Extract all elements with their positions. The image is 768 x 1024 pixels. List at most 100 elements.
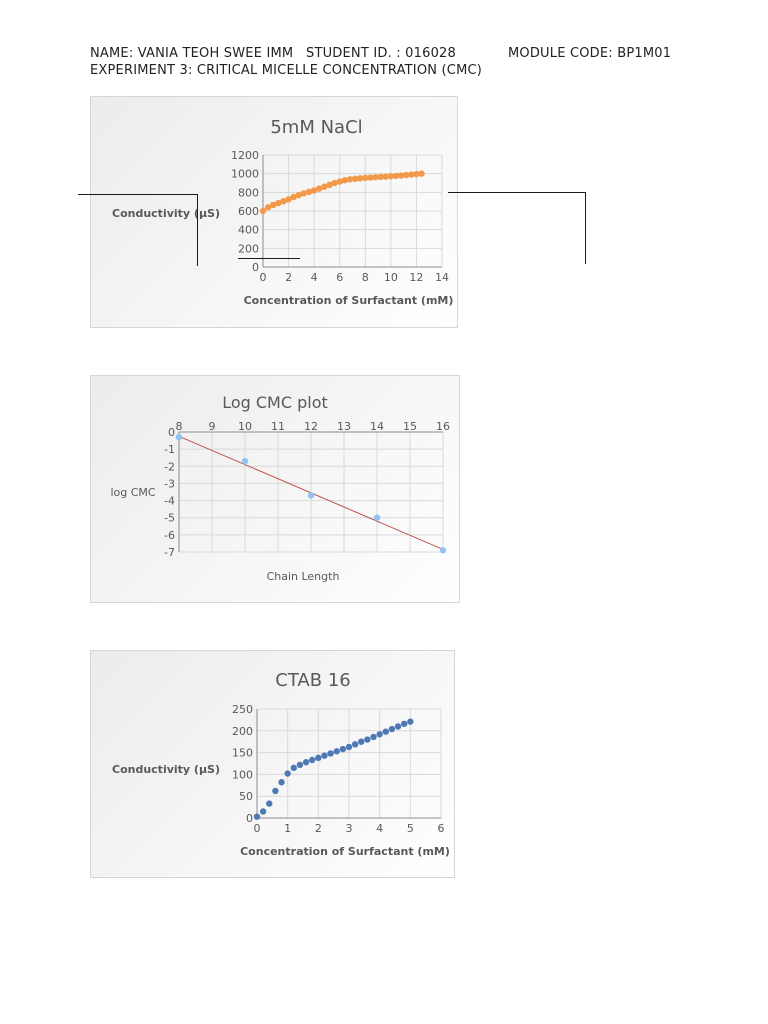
data-point bbox=[346, 176, 354, 183]
data-point bbox=[331, 179, 338, 187]
data-point bbox=[382, 728, 389, 735]
y-axis-label: Conductivity (µS) bbox=[112, 763, 220, 776]
x-tick-label: 9 bbox=[209, 420, 216, 433]
y-axis-label: log CMC bbox=[110, 486, 155, 499]
data-point bbox=[290, 764, 297, 772]
x-tick-label: 12 bbox=[409, 271, 423, 284]
data-point bbox=[373, 514, 381, 521]
data-point bbox=[439, 547, 447, 554]
data-point bbox=[285, 196, 292, 203]
annotation-line bbox=[78, 194, 198, 195]
data-point bbox=[310, 187, 318, 194]
data-point bbox=[270, 201, 277, 209]
y-tick-label: 50 bbox=[239, 790, 253, 803]
x-tick-label: 3 bbox=[346, 822, 353, 835]
data-point bbox=[388, 725, 396, 733]
data-point bbox=[280, 198, 287, 205]
data-point bbox=[333, 748, 340, 755]
y-tick-label: 0 bbox=[246, 812, 253, 825]
chart-panel-logcmc: 0 -1 -2 -3 -4 -5 -6 -7 8 9 10 11 12 13 14 15 16 Log CMC p… bbox=[90, 375, 460, 603]
chart-panel-ctab: 0 50 100 150 200 250 0 1 2 3 4 5 6 CTAB 16 Concentrati… bbox=[90, 650, 455, 878]
chart-nacl: 0 200 400 600 800 1000 1200 0 2 4 6 8 10 12 14 5mM NaCl… bbox=[112, 117, 454, 307]
x-tick-label: 14 bbox=[370, 420, 384, 433]
y-tick-label: 250 bbox=[232, 703, 253, 716]
annotation-line bbox=[197, 194, 198, 266]
annotation-line bbox=[585, 192, 586, 264]
x-tick-label: 8 bbox=[176, 420, 183, 433]
annotation-line bbox=[238, 258, 300, 259]
y-tick-label: -1 bbox=[164, 443, 175, 456]
y-tick-label: 150 bbox=[232, 747, 253, 760]
data-point bbox=[336, 178, 343, 185]
data-point bbox=[394, 723, 402, 730]
data-point bbox=[253, 813, 261, 820]
data-point bbox=[275, 199, 282, 207]
data-point bbox=[418, 170, 425, 177]
data-point bbox=[341, 177, 349, 184]
data-point bbox=[362, 174, 369, 182]
data-point bbox=[358, 738, 365, 745]
chart-ctab: 0 50 100 150 200 250 0 1 2 3 4 5 6 CTAB 16 Concentrati… bbox=[112, 670, 450, 858]
data-point bbox=[259, 207, 267, 215]
chart-title: 5mM NaCl bbox=[270, 117, 362, 138]
y-tick-label: 0 bbox=[252, 261, 259, 274]
data-point bbox=[367, 174, 374, 181]
y-tick-label: 100 bbox=[232, 768, 253, 781]
x-tick-label: 15 bbox=[403, 420, 417, 433]
data-point bbox=[175, 433, 183, 441]
data-point bbox=[290, 193, 297, 201]
data-point bbox=[316, 185, 323, 192]
data-point bbox=[272, 787, 279, 795]
y-tick-label: 0 bbox=[168, 426, 175, 439]
data-point bbox=[296, 761, 304, 769]
y-tick-label: 1000 bbox=[231, 168, 259, 181]
data-point bbox=[264, 204, 272, 211]
chart-panel-nacl: 0 200 400 600 800 1000 1200 0 2 4 6 8 10 12 14 5mM NaCl… bbox=[90, 96, 458, 328]
data-point bbox=[259, 808, 267, 815]
y-tick-label: 600 bbox=[238, 205, 259, 218]
x-tick-label: 4 bbox=[376, 822, 383, 835]
y-tick-label: -2 bbox=[164, 460, 175, 473]
data-point bbox=[382, 173, 389, 180]
x-axis-label: Concentration of Surfactant (mM) bbox=[240, 845, 450, 858]
data-point bbox=[339, 745, 347, 753]
y-tick-label: 400 bbox=[238, 224, 259, 237]
x-tick-label: 16 bbox=[436, 420, 450, 433]
x-tick-label: 5 bbox=[407, 822, 414, 835]
y-tick-label: -6 bbox=[164, 529, 175, 542]
chart-logcmc: 0 -1 -2 -3 -4 -5 -6 -7 8 9 10 11 12 13 14 15 16 Log CMC p… bbox=[110, 393, 450, 583]
y-tick-label: -5 bbox=[164, 512, 175, 525]
header-student-id: STUDENT ID. : 016028 bbox=[306, 46, 456, 61]
data-point bbox=[387, 173, 395, 180]
y-tick-label: 1200 bbox=[231, 149, 259, 162]
data-point bbox=[345, 743, 353, 751]
x-tick-label: 10 bbox=[384, 271, 398, 284]
x-axis-label: Concentration of Surfactant (mM) bbox=[244, 294, 454, 307]
data-point bbox=[284, 770, 291, 777]
x-tick-label: 1 bbox=[284, 822, 291, 835]
data-point bbox=[307, 492, 315, 499]
data-point bbox=[401, 720, 408, 728]
y-tick-label: 800 bbox=[238, 186, 259, 199]
x-tick-label: 4 bbox=[311, 271, 318, 284]
data-point bbox=[351, 741, 359, 748]
data-point bbox=[397, 172, 405, 179]
data-point bbox=[321, 752, 328, 759]
data-point bbox=[326, 181, 333, 189]
x-tick-label: 6 bbox=[438, 822, 445, 835]
data-point bbox=[392, 172, 400, 180]
data-point bbox=[278, 779, 285, 786]
x-tick-label: 2 bbox=[315, 822, 322, 835]
x-tick-label: 13 bbox=[337, 420, 351, 433]
data-point bbox=[376, 731, 383, 738]
data-point bbox=[321, 183, 328, 190]
data-point bbox=[315, 754, 322, 762]
header-module-code: MODULE CODE: BP1M01 bbox=[508, 46, 672, 61]
data-point bbox=[364, 736, 371, 743]
chart-title: Log CMC plot bbox=[222, 393, 328, 412]
data-point bbox=[351, 175, 359, 182]
header-experiment: EXPERIMENT 3: CRITICAL MICELLE CONCENTRA… bbox=[90, 63, 483, 78]
data-point bbox=[356, 175, 364, 182]
data-point bbox=[403, 171, 410, 179]
data-point bbox=[372, 174, 379, 181]
